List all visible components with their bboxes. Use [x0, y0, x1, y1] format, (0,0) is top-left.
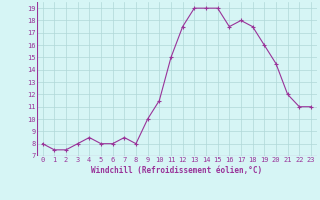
X-axis label: Windchill (Refroidissement éolien,°C): Windchill (Refroidissement éolien,°C) — [91, 166, 262, 175]
